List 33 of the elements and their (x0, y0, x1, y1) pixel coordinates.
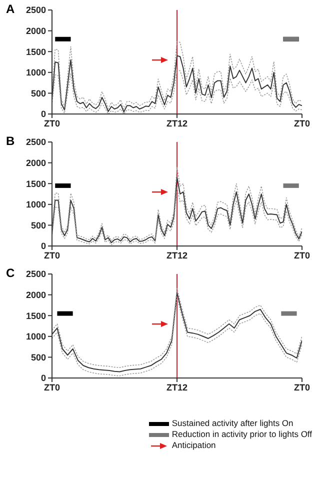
y-tick-label: 2500 (26, 5, 46, 16)
legend-label: Reduction in activity prior to lights Off (172, 429, 312, 440)
y-tick-label: 1000 (26, 200, 46, 210)
x-tick-label: ZT12 (166, 118, 188, 128)
chart-title: A (6, 2, 15, 16)
y-tick-label: 500 (30, 352, 46, 362)
y-tick-label: 2500 (26, 137, 46, 148)
y-tick-label: 1500 (26, 178, 46, 189)
y-tick-label: 0 (40, 241, 46, 252)
y-tick-label: 1500 (26, 310, 46, 321)
chart-title: C (6, 266, 15, 280)
y-tick-label: 500 (30, 88, 46, 98)
legend-label: Sustained activity after lights On (172, 418, 294, 429)
y-tick-label: 0 (40, 373, 46, 384)
y-tick-label: 2000 (26, 158, 46, 168)
y-tick-label: 2000 (26, 290, 46, 300)
x-tick-label: ZT0 (44, 382, 60, 392)
x-tick-label: ZT12 (166, 382, 188, 392)
y-tick-label: 1000 (26, 68, 46, 78)
y-tick-label: 2500 (26, 269, 46, 280)
x-tick-label: ZT0 (44, 250, 60, 260)
y-tick-label: 1000 (26, 332, 46, 342)
x-tick-label: ZT0 (44, 118, 60, 128)
x-tick-label: ZT0 (294, 250, 310, 260)
x-tick-label: ZT0 (294, 382, 310, 392)
y-tick-label: 2000 (26, 26, 46, 36)
y-tick-label: 500 (30, 220, 46, 230)
x-tick-label: ZT0 (294, 118, 310, 128)
y-tick-label: 1500 (26, 46, 46, 57)
text: Anticipation (172, 440, 216, 451)
y-tick-label: 0 (40, 109, 46, 120)
chart-title: B (6, 134, 15, 148)
x-tick-label: ZT12 (166, 250, 188, 260)
